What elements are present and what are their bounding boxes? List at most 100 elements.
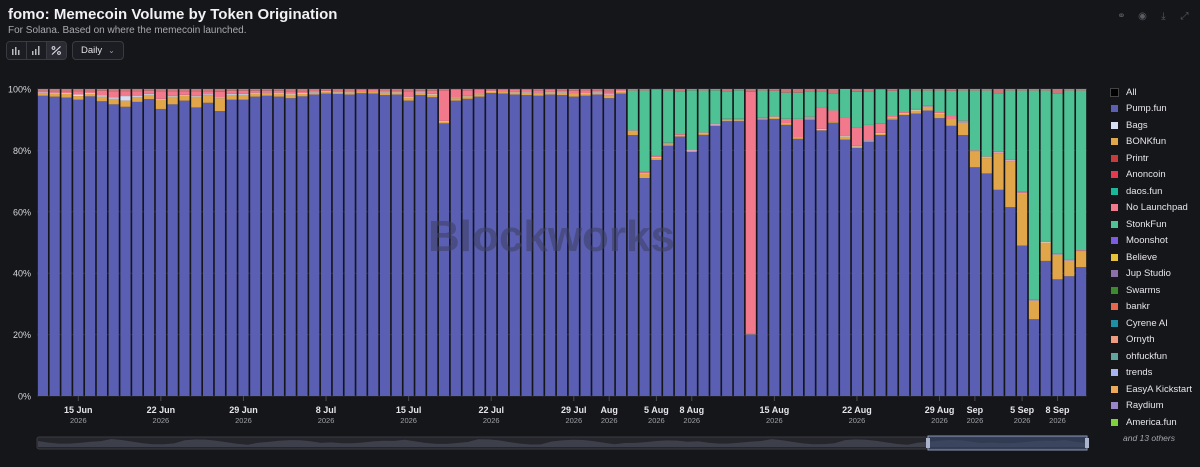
bar-segment [875,133,886,136]
legend-item[interactable]: Swarms [1111,282,1199,299]
chart-title: fomo: Memecoin Volume by Token Originati… [8,6,338,23]
bar-segment [297,96,308,397]
bar-segment [568,96,579,397]
bar-segment [1028,90,1039,300]
legend-item[interactable]: Ornyth [1111,332,1199,349]
bar-segment [899,112,910,114]
bar-segment [981,157,992,159]
expand-icon[interactable]: ⤢ [1180,11,1189,22]
bar-segment [309,92,320,95]
bar-segment [910,109,922,111]
bar-chart-icon[interactable] [7,42,27,59]
legend-item[interactable]: Cyrene AI [1111,315,1199,332]
bar-segment [627,135,638,397]
legend-item[interactable]: EasyA Kickstart [1111,381,1199,398]
bar-segment [120,106,131,396]
bar-segment [238,93,249,95]
bar-segment [993,153,1004,190]
bar-segment [887,90,898,117]
y-tick-label: 0% [18,392,31,402]
bar-segment [816,107,827,129]
bar-segment [415,89,426,91]
bar-segment [639,171,650,173]
bar-segment [415,95,426,396]
bar-segment [250,90,261,93]
interval-dropdown[interactable]: Daily ⌄ [72,41,124,60]
bar-segment [592,89,603,91]
bar-segment [674,136,686,396]
bar-segment [840,139,851,396]
bar-segment [533,90,544,93]
legend-item[interactable]: ohfuckfun [1111,348,1199,365]
link-icon[interactable]: ⚭ [1117,11,1126,22]
bar-segment [863,89,874,92]
bar-segment [96,95,107,97]
legend-item[interactable]: Believe [1111,249,1199,266]
bar-segment [1005,161,1016,208]
legend-item[interactable]: BONKfun [1111,134,1199,151]
bar-segment [769,117,780,119]
bar-segment [1017,193,1028,246]
bar-segment [486,89,497,91]
bar-segment [191,89,202,92]
bar-segment [1028,300,1039,301]
bar-segment [250,96,261,397]
x-tick-label: 29 Aug [925,405,955,415]
bar-segment [910,113,922,396]
legend-swatch [1111,187,1118,195]
bar-segment [403,91,414,97]
bar-segment [757,117,768,119]
chart-actions: ⚭ ◉ ⤓ ⤢ [1116,11,1190,22]
legend-item[interactable]: bankr [1111,299,1199,316]
percent-chart-icon[interactable] [47,42,66,59]
bar-segment [828,121,839,123]
legend-item[interactable]: Pump.fun [1111,101,1199,118]
download-icon[interactable]: ⤓ [1161,11,1166,22]
bar-segment [85,92,96,94]
legend-item[interactable]: All [1110,84,1199,101]
bar-segment [132,96,143,102]
bar-segment [202,94,214,96]
bar-segment [545,89,556,92]
legend-item[interactable]: America.fun [1111,414,1199,431]
range-navigator[interactable] [36,435,1089,451]
camera-icon[interactable]: ◉ [1138,11,1147,22]
bar-segment [85,91,96,93]
bar-segment [804,89,815,92]
legend-item[interactable]: daos.fun [1111,183,1199,200]
bar-segment [403,97,414,101]
legend-item[interactable]: Bags [1111,117,1199,134]
bar-segment [403,89,414,92]
legend-item[interactable]: Anoncoin [1111,167,1199,184]
bar-segment [604,98,615,397]
legend-item[interactable]: Jup Studio [1111,266,1199,283]
legend-more-label[interactable]: and 13 others [1123,432,1175,443]
legend-item[interactable]: StonkFun [1111,216,1199,233]
bar-segment [391,92,402,95]
legend-item[interactable]: Moonshot [1111,233,1199,250]
bar-segment [899,115,910,396]
bar-segment [37,92,48,94]
bar-segment [497,89,509,90]
legend-swatch [1111,105,1118,113]
bar-segment [108,91,119,98]
legend-label: Bags [1126,119,1148,131]
bar-segment [922,106,933,111]
legend-label: Raydium [1126,400,1164,412]
bar-segment [462,98,473,396]
bar-segment [851,89,863,92]
legend-item[interactable]: Printr [1111,150,1199,167]
chart-subtitle: For Solana. Based on where the memecoin … [8,25,247,36]
bar-segment [273,93,284,97]
x-tick-label: 29 Jul [561,405,587,415]
bar-segment [733,89,745,91]
legend-item[interactable]: trends [1111,365,1199,382]
column-chart-icon[interactable] [27,42,47,59]
legend-item[interactable]: Raydium [1111,398,1199,415]
bar-segment [167,89,178,92]
bar-segment [132,89,143,92]
bar-segment [710,124,721,125]
bar-segment [108,104,119,396]
bar-segment [202,91,214,95]
legend-item[interactable]: No Launchpad [1111,200,1199,217]
